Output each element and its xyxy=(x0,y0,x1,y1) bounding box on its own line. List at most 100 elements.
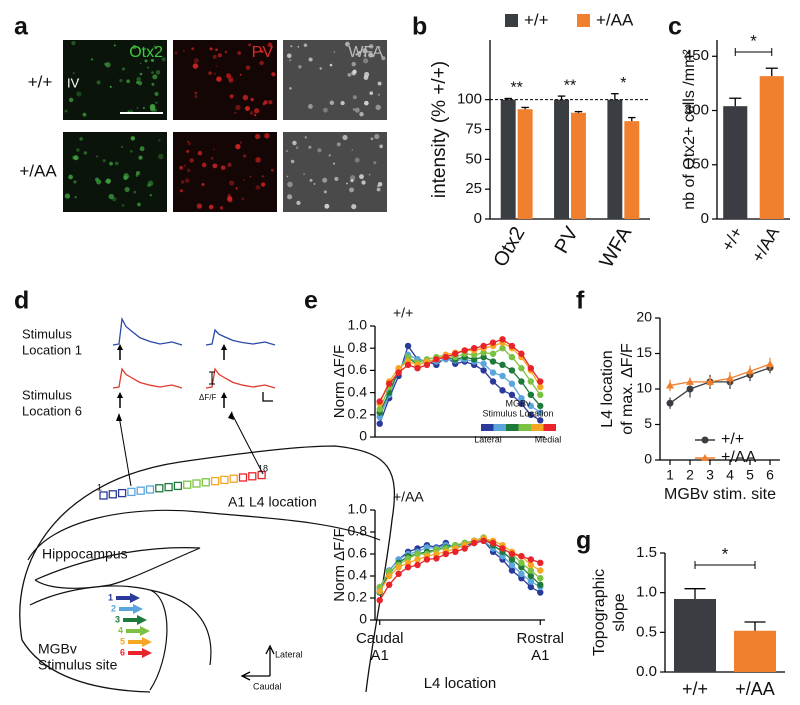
cell xyxy=(213,72,216,75)
marker xyxy=(442,353,450,361)
x-tick-label: WFA xyxy=(596,223,637,272)
cell xyxy=(364,100,369,106)
cell xyxy=(235,104,241,111)
y-tick-label: 0.8 xyxy=(348,339,368,355)
cell xyxy=(127,110,130,113)
marker xyxy=(527,578,535,585)
colorbar-segment xyxy=(506,424,519,431)
cell xyxy=(244,105,250,111)
marker xyxy=(508,367,516,374)
cell xyxy=(254,113,257,117)
marker xyxy=(726,374,734,382)
x-tick-label: +/+ xyxy=(718,224,747,255)
marker xyxy=(766,360,774,368)
marker xyxy=(414,550,421,558)
legend-label: +/AA xyxy=(721,449,756,466)
cell xyxy=(243,154,247,158)
cell xyxy=(104,180,107,183)
micrograph xyxy=(283,132,387,212)
series-line xyxy=(669,367,771,404)
scale-label: ΔF/F xyxy=(199,393,216,402)
cell xyxy=(139,62,142,65)
series-line xyxy=(669,363,771,387)
marker xyxy=(508,391,516,399)
cell xyxy=(270,168,274,172)
marker xyxy=(470,356,478,363)
cell xyxy=(355,53,358,56)
bar xyxy=(571,112,586,219)
cell xyxy=(368,52,374,58)
marker xyxy=(508,353,516,361)
marker xyxy=(452,350,459,357)
cell xyxy=(271,72,276,77)
cell xyxy=(297,46,300,48)
marker xyxy=(527,572,535,580)
square-number: 1 xyxy=(97,482,102,492)
significance: * xyxy=(722,544,729,563)
arrowhead xyxy=(221,344,227,350)
cell xyxy=(216,76,222,82)
cell xyxy=(336,142,341,147)
cell xyxy=(130,136,136,141)
cell xyxy=(261,175,264,178)
y-tick-label: 0 xyxy=(701,210,709,227)
significance-bracket xyxy=(734,48,773,56)
bar xyxy=(554,99,569,219)
marker xyxy=(480,537,487,544)
link-arrow xyxy=(118,415,132,487)
cell xyxy=(351,149,354,151)
cell xyxy=(83,151,88,155)
marker xyxy=(537,383,544,391)
cell xyxy=(224,50,228,54)
cell xyxy=(354,107,360,113)
marker xyxy=(480,342,487,350)
cell xyxy=(189,158,194,163)
recording-site xyxy=(201,478,210,487)
cell xyxy=(346,182,348,185)
cell xyxy=(113,44,116,47)
marker xyxy=(537,589,544,596)
legend-marker xyxy=(701,454,709,461)
cell xyxy=(290,159,295,164)
marker xyxy=(537,402,544,410)
cell xyxy=(186,168,191,173)
arrowhead xyxy=(221,392,227,398)
marker xyxy=(518,553,525,560)
y-tick-label: 1.0 xyxy=(636,584,657,601)
cell xyxy=(187,140,189,143)
cell xyxy=(307,104,313,109)
significance: ** xyxy=(510,80,522,97)
cell xyxy=(239,73,242,76)
cell xyxy=(229,180,235,186)
cell xyxy=(245,65,251,71)
panel-letter: g xyxy=(576,527,591,555)
cell xyxy=(197,150,203,156)
marker xyxy=(414,556,421,563)
site-arrow xyxy=(128,648,152,658)
cell xyxy=(295,146,299,149)
recording-site xyxy=(192,479,201,488)
site-arrow xyxy=(116,593,140,603)
marker xyxy=(499,553,506,560)
marker xyxy=(385,568,393,575)
marker xyxy=(461,347,468,354)
cell xyxy=(124,186,130,193)
cell xyxy=(126,175,130,179)
marker xyxy=(404,342,412,350)
marker xyxy=(518,570,525,577)
df-bracket xyxy=(209,371,215,385)
cell xyxy=(149,193,153,197)
cell xyxy=(286,53,292,59)
y-tick-label: 0.6 xyxy=(348,545,368,561)
cell xyxy=(308,57,313,62)
recording-site xyxy=(164,482,173,492)
stain-label: Otx2 xyxy=(129,44,163,61)
cell xyxy=(225,73,232,79)
cell xyxy=(286,150,288,152)
marker xyxy=(480,353,487,361)
colorbar-segment xyxy=(481,424,494,431)
cell xyxy=(296,200,301,206)
cell xyxy=(227,196,233,202)
marker xyxy=(404,559,412,566)
